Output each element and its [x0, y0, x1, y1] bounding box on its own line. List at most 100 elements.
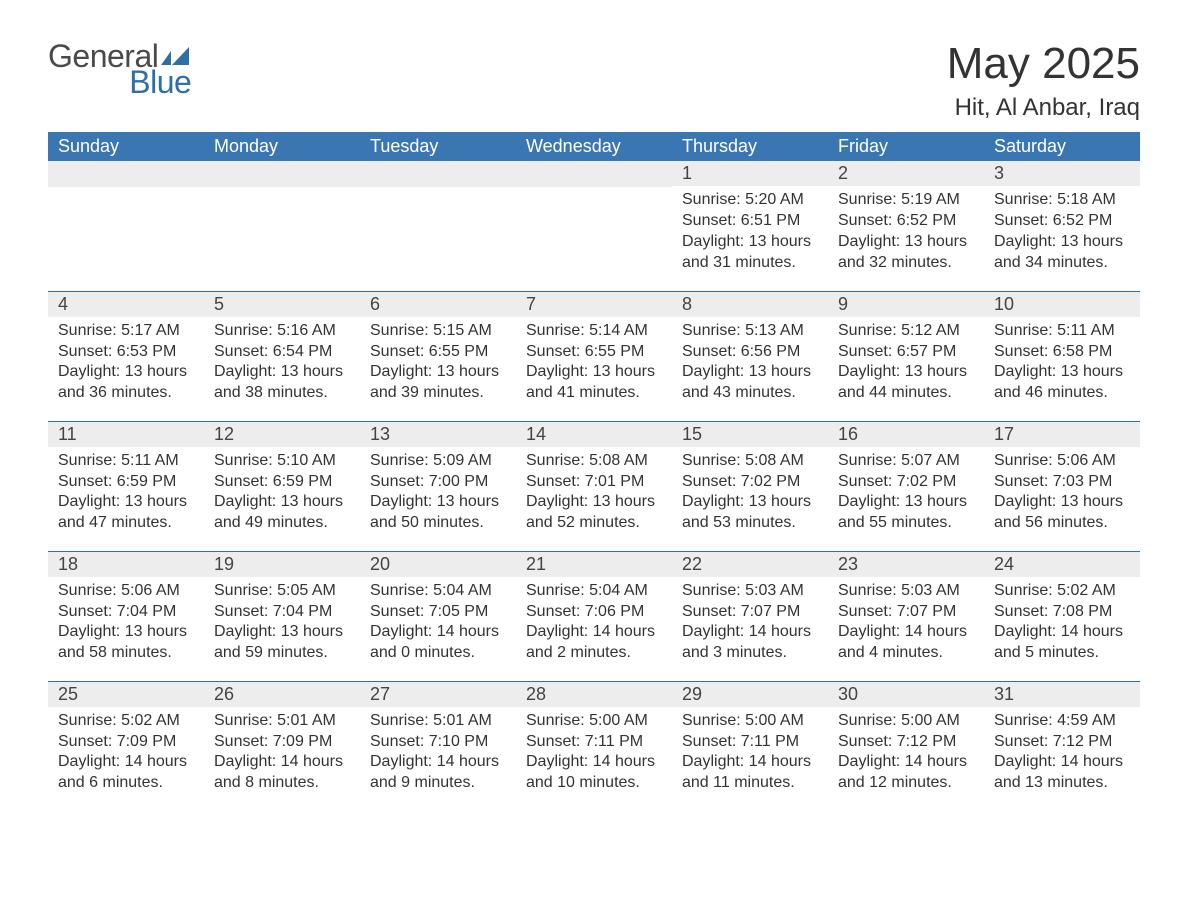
sunset-line: Sunset: 7:04 PM — [214, 602, 350, 623]
day-body: Sunrise: 5:11 AMSunset: 6:59 PMDaylight:… — [48, 447, 204, 542]
day-header: Tuesday — [360, 132, 516, 161]
sunrise-line: Sunrise: 5:04 AM — [526, 581, 662, 602]
title-block: May 2025 Hit, Al Anbar, Iraq — [947, 40, 1140, 122]
sunrise-line: Sunrise: 5:06 AM — [58, 581, 194, 602]
day-number: 29 — [672, 682, 828, 707]
calendar-cell: 13Sunrise: 5:09 AMSunset: 7:00 PMDayligh… — [360, 421, 516, 551]
day-body: Sunrise: 5:03 AMSunset: 7:07 PMDaylight:… — [672, 577, 828, 672]
daylight-line: Daylight: 13 hours and 46 minutes. — [994, 362, 1130, 404]
calendar-cell — [516, 161, 672, 291]
day-number: 5 — [204, 292, 360, 317]
sunset-line: Sunset: 6:51 PM — [682, 211, 818, 232]
day-header: Wednesday — [516, 132, 672, 161]
day-number: 7 — [516, 292, 672, 317]
daylight-line: Daylight: 14 hours and 2 minutes. — [526, 622, 662, 664]
day-header: Friday — [828, 132, 984, 161]
day-number: 10 — [984, 292, 1140, 317]
daylight-line: Daylight: 14 hours and 4 minutes. — [838, 622, 974, 664]
daylight-line: Daylight: 14 hours and 10 minutes. — [526, 752, 662, 794]
calendar-cell: 25Sunrise: 5:02 AMSunset: 7:09 PMDayligh… — [48, 681, 204, 811]
daylight-line: Daylight: 14 hours and 12 minutes. — [838, 752, 974, 794]
sunrise-line: Sunrise: 5:05 AM — [214, 581, 350, 602]
daylight-line: Daylight: 13 hours and 44 minutes. — [838, 362, 974, 404]
calendar-cell: 18Sunrise: 5:06 AMSunset: 7:04 PMDayligh… — [48, 551, 204, 681]
day-body: Sunrise: 5:13 AMSunset: 6:56 PMDaylight:… — [672, 317, 828, 412]
calendar-cell: 5Sunrise: 5:16 AMSunset: 6:54 PMDaylight… — [204, 291, 360, 421]
sunrise-line: Sunrise: 5:01 AM — [214, 711, 350, 732]
sunrise-line: Sunrise: 5:01 AM — [370, 711, 506, 732]
day-number — [48, 161, 204, 187]
day-body: Sunrise: 5:10 AMSunset: 6:59 PMDaylight:… — [204, 447, 360, 542]
daylight-line: Daylight: 14 hours and 8 minutes. — [214, 752, 350, 794]
sunset-line: Sunset: 6:53 PM — [58, 342, 194, 363]
day-number — [204, 161, 360, 187]
sunrise-line: Sunrise: 5:00 AM — [838, 711, 974, 732]
calendar-body: 1Sunrise: 5:20 AMSunset: 6:51 PMDaylight… — [48, 161, 1140, 811]
calendar-cell — [204, 161, 360, 291]
sunrise-line: Sunrise: 5:02 AM — [58, 711, 194, 732]
day-body: Sunrise: 5:06 AMSunset: 7:04 PMDaylight:… — [48, 577, 204, 672]
daylight-line: Daylight: 13 hours and 58 minutes. — [58, 622, 194, 664]
day-number: 20 — [360, 552, 516, 577]
logo: General Blue — [48, 40, 191, 98]
calendar-table: SundayMondayTuesdayWednesdayThursdayFrid… — [48, 132, 1140, 811]
sunrise-line: Sunrise: 5:03 AM — [682, 581, 818, 602]
daylight-line: Daylight: 14 hours and 13 minutes. — [994, 752, 1130, 794]
sunrise-line: Sunrise: 5:11 AM — [58, 451, 194, 472]
day-body: Sunrise: 5:00 AMSunset: 7:12 PMDaylight:… — [828, 707, 984, 802]
day-number: 31 — [984, 682, 1140, 707]
day-number: 6 — [360, 292, 516, 317]
day-number: 4 — [48, 292, 204, 317]
day-number: 16 — [828, 422, 984, 447]
calendar-cell: 7Sunrise: 5:14 AMSunset: 6:55 PMDaylight… — [516, 291, 672, 421]
calendar-cell: 10Sunrise: 5:11 AMSunset: 6:58 PMDayligh… — [984, 291, 1140, 421]
day-number: 15 — [672, 422, 828, 447]
sunset-line: Sunset: 7:02 PM — [682, 472, 818, 493]
daylight-line: Daylight: 13 hours and 39 minutes. — [370, 362, 506, 404]
sunset-line: Sunset: 7:11 PM — [682, 732, 818, 753]
daylight-line: Daylight: 13 hours and 47 minutes. — [58, 492, 194, 534]
sunrise-line: Sunrise: 5:08 AM — [682, 451, 818, 472]
sunrise-line: Sunrise: 5:16 AM — [214, 321, 350, 342]
day-body: Sunrise: 5:03 AMSunset: 7:07 PMDaylight:… — [828, 577, 984, 672]
sunset-line: Sunset: 7:05 PM — [370, 602, 506, 623]
day-body: Sunrise: 5:01 AMSunset: 7:10 PMDaylight:… — [360, 707, 516, 802]
sunset-line: Sunset: 6:59 PM — [58, 472, 194, 493]
sunset-line: Sunset: 7:06 PM — [526, 602, 662, 623]
daylight-line: Daylight: 13 hours and 59 minutes. — [214, 622, 350, 664]
location: Hit, Al Anbar, Iraq — [947, 94, 1140, 122]
calendar-cell: 2Sunrise: 5:19 AMSunset: 6:52 PMDaylight… — [828, 161, 984, 291]
calendar-cell: 9Sunrise: 5:12 AMSunset: 6:57 PMDaylight… — [828, 291, 984, 421]
sunset-line: Sunset: 6:55 PM — [526, 342, 662, 363]
calendar-week: 1Sunrise: 5:20 AMSunset: 6:51 PMDaylight… — [48, 161, 1140, 291]
sunrise-line: Sunrise: 5:08 AM — [526, 451, 662, 472]
day-body: Sunrise: 5:07 AMSunset: 7:02 PMDaylight:… — [828, 447, 984, 542]
calendar-cell: 16Sunrise: 5:07 AMSunset: 7:02 PMDayligh… — [828, 421, 984, 551]
sunrise-line: Sunrise: 5:04 AM — [370, 581, 506, 602]
sunrise-line: Sunrise: 5:02 AM — [994, 581, 1130, 602]
day-body: Sunrise: 5:11 AMSunset: 6:58 PMDaylight:… — [984, 317, 1140, 412]
day-body: Sunrise: 5:00 AMSunset: 7:11 PMDaylight:… — [672, 707, 828, 802]
sunrise-line: Sunrise: 5:06 AM — [994, 451, 1130, 472]
day-number: 14 — [516, 422, 672, 447]
daylight-line: Daylight: 14 hours and 6 minutes. — [58, 752, 194, 794]
calendar-cell: 26Sunrise: 5:01 AMSunset: 7:09 PMDayligh… — [204, 681, 360, 811]
day-number: 25 — [48, 682, 204, 707]
day-number: 27 — [360, 682, 516, 707]
day-body: Sunrise: 5:05 AMSunset: 7:04 PMDaylight:… — [204, 577, 360, 672]
day-body: Sunrise: 5:01 AMSunset: 7:09 PMDaylight:… — [204, 707, 360, 802]
day-number: 30 — [828, 682, 984, 707]
day-number: 17 — [984, 422, 1140, 447]
sunset-line: Sunset: 7:03 PM — [994, 472, 1130, 493]
sunrise-line: Sunrise: 5:12 AM — [838, 321, 974, 342]
daylight-line: Daylight: 14 hours and 3 minutes. — [682, 622, 818, 664]
day-body: Sunrise: 5:02 AMSunset: 7:08 PMDaylight:… — [984, 577, 1140, 672]
sunset-line: Sunset: 6:57 PM — [838, 342, 974, 363]
sunset-line: Sunset: 6:59 PM — [214, 472, 350, 493]
day-number: 28 — [516, 682, 672, 707]
calendar-cell — [48, 161, 204, 291]
sunrise-line: Sunrise: 5:15 AM — [370, 321, 506, 342]
daylight-line: Daylight: 13 hours and 32 minutes. — [838, 232, 974, 274]
daylight-line: Daylight: 13 hours and 53 minutes. — [682, 492, 818, 534]
day-number: 12 — [204, 422, 360, 447]
